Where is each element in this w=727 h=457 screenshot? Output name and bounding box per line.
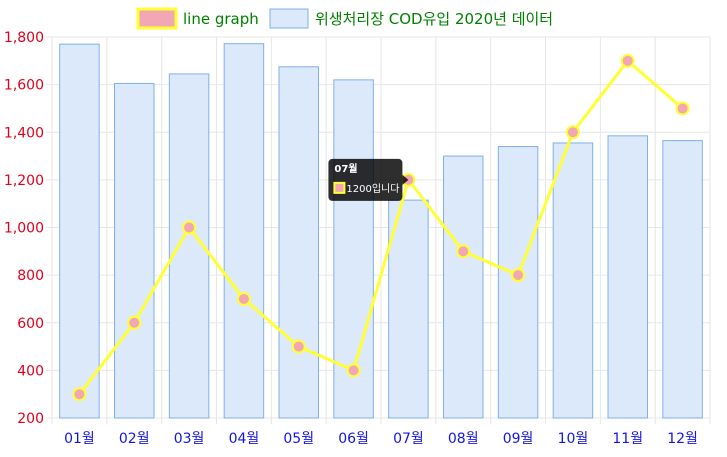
bar[interactable] (552, 142, 594, 419)
line-point[interactable] (620, 53, 635, 68)
x-tick-label: 11월 (612, 431, 643, 447)
y-tick-label: 1,600 (4, 78, 44, 94)
line-point[interactable] (236, 291, 251, 306)
y-tick-label: 600 (17, 316, 44, 332)
x-tick-label: 10월 (558, 431, 589, 447)
line-path (78, 59, 684, 396)
tooltip-body: 1200입니다 (346, 182, 399, 195)
tooltip: 07월 1200입니다 (328, 158, 409, 201)
x-tick-label: 03월 (174, 431, 205, 447)
x-tick-label: 07월 (393, 431, 424, 447)
bar-series (59, 43, 703, 419)
line-point[interactable] (127, 315, 142, 330)
line-point[interactable] (675, 101, 690, 116)
legend-item-line-graph[interactable]: line graph (136, 7, 259, 30)
x-tick-label: 05월 (283, 431, 314, 447)
legend-item-bar[interactable]: 위생처리장 COD유입 2020년 데이터 (269, 8, 553, 29)
line-point[interactable] (511, 268, 526, 283)
x-axis: 01월 02월 03월 04월 05월 06월 07월 08월 09월 10월 11월 12월 (64, 431, 698, 447)
bar[interactable] (333, 79, 374, 419)
x-tick-label: 01월 (64, 431, 95, 447)
y-tick-label: 1,800 (4, 30, 44, 46)
legend-label-bar: 위생처리장 COD유입 2020년 데이터 (315, 10, 553, 28)
line-point[interactable] (182, 220, 197, 235)
y-axis: 200 400 600 800 1,000 1,200 1,400 1,600 1,800 (4, 30, 44, 427)
x-tick-label: 12월 (667, 431, 698, 447)
x-tick-label: 04월 (229, 431, 260, 447)
tooltip-box (328, 158, 403, 201)
x-tick-label: 06월 (338, 431, 369, 447)
legend-swatch-line (136, 7, 178, 30)
bar[interactable] (114, 82, 155, 419)
tooltip-caret (402, 174, 409, 185)
bar[interactable] (607, 135, 648, 419)
y-tick-label: 200 (17, 411, 44, 427)
legend-swatch-bar (269, 8, 309, 29)
y-tick-label: 1,200 (4, 173, 44, 189)
bar[interactable] (59, 43, 100, 419)
line-point[interactable] (456, 244, 471, 259)
tooltip-swatch (333, 181, 346, 194)
bar[interactable] (497, 146, 539, 419)
bar[interactable] (662, 140, 703, 419)
bar[interactable] (223, 43, 265, 419)
bar[interactable] (278, 66, 319, 419)
x-tick-label: 09월 (503, 431, 534, 447)
tooltip-title: 07월 (334, 163, 357, 175)
y-tick-label: 400 (17, 363, 44, 379)
y-tick-label: 1,400 (4, 125, 44, 141)
bar[interactable] (388, 199, 429, 419)
bar[interactable] (443, 155, 484, 419)
line-point[interactable] (291, 339, 306, 354)
legend-label-line: line graph (183, 10, 259, 28)
x-tick-label: 08월 (448, 431, 479, 447)
line-point[interactable] (72, 387, 87, 402)
y-tick-label: 1,000 (4, 221, 44, 237)
legend[interactable]: line graph 위생처리장 COD유입 2020년 데이터 (136, 7, 553, 30)
line-point[interactable] (565, 125, 580, 140)
line-point[interactable] (346, 363, 361, 378)
y-tick-label: 800 (17, 268, 44, 284)
x-tick-label: 02월 (119, 431, 150, 447)
